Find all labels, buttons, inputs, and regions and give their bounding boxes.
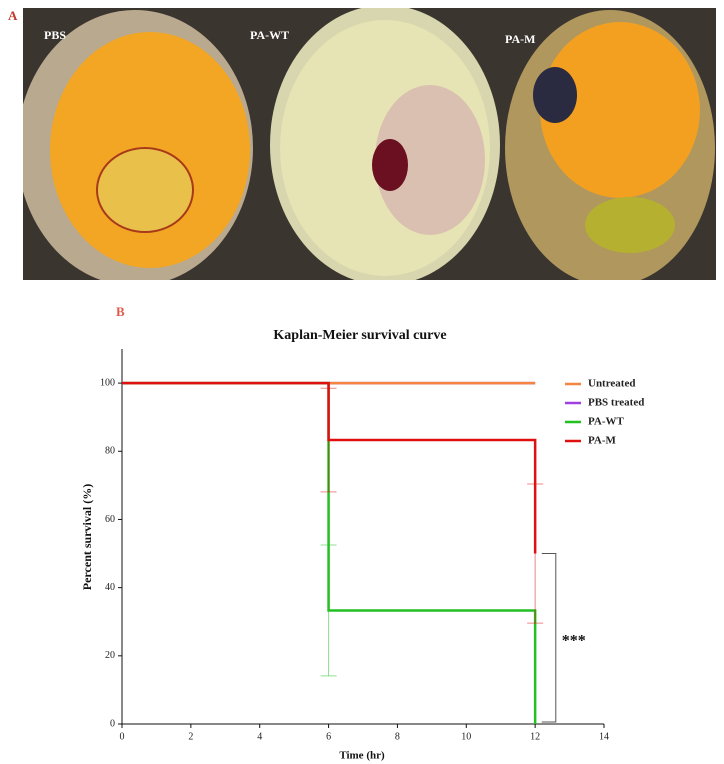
photo-label: PBS <box>44 28 66 42</box>
panel-label: A <box>8 8 18 23</box>
y-tick-label: 40 <box>105 582 115 593</box>
y-tick-label: 100 <box>100 377 115 388</box>
photo <box>23 8 716 280</box>
x-tick-label: 4 <box>257 731 262 742</box>
x-tick-label: 2 <box>188 731 193 742</box>
chart-title: Kaplan-Meier survival curve <box>273 328 446 343</box>
x-tick-label: 6 <box>326 731 331 742</box>
legend-label: PA-WT <box>588 416 625 428</box>
y-tick-label: 20 <box>105 650 115 661</box>
x-axis-label: Time (hr) <box>339 750 385 762</box>
annotation: *** <box>562 632 586 649</box>
x-tick-label: 14 <box>599 731 609 742</box>
x-tick-label: 12 <box>530 731 540 742</box>
legend-label: PA-M <box>588 435 617 447</box>
y-tick-label: 0 <box>110 718 115 729</box>
photo-label: PA-M <box>505 32 535 46</box>
y-tick-label: 60 <box>105 514 115 525</box>
significance-bracket <box>541 553 557 723</box>
panel-label: B <box>116 304 125 319</box>
y-tick-label: 80 <box>105 446 115 457</box>
x-tick-label: 0 <box>120 731 125 742</box>
photo-label: PA-WT <box>250 28 289 42</box>
legend-label: PBS treated <box>588 397 644 409</box>
x-tick-label: 8 <box>395 731 400 742</box>
x-tick-label: 10 <box>461 731 471 742</box>
legend-label: Untreated <box>588 378 635 390</box>
y-axis-label: Percent survival (%) <box>80 484 94 590</box>
